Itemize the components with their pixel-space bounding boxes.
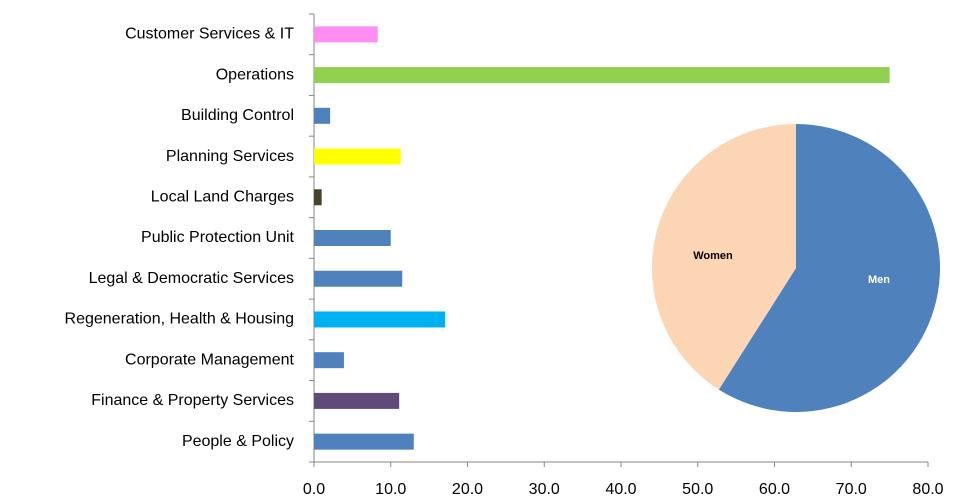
y-tick-label: Local Land Charges xyxy=(151,188,294,205)
bar xyxy=(314,148,401,165)
x-tick-label: 10.0 xyxy=(375,481,406,498)
y-tick-label: People & Policy xyxy=(182,433,294,450)
bar xyxy=(314,392,400,409)
y-tick-label: Corporate Management xyxy=(125,351,295,368)
bar xyxy=(314,26,378,43)
bar xyxy=(314,189,322,206)
x-tick-label: 30.0 xyxy=(529,481,560,498)
bar xyxy=(314,311,446,328)
bar xyxy=(314,433,414,450)
y-tick-label: Legal & Democratic Services xyxy=(89,270,294,287)
bar xyxy=(314,352,344,369)
x-tick-label: 20.0 xyxy=(452,481,483,498)
bar xyxy=(314,107,331,124)
y-tick-label: Regeneration, Health & Housing xyxy=(65,311,294,328)
pie-slice xyxy=(651,124,796,390)
bar xyxy=(314,270,403,287)
y-tick-label: Operations xyxy=(216,66,294,83)
pie-label: Men xyxy=(868,274,890,286)
x-tick-label: 60.0 xyxy=(759,481,790,498)
x-tick-label: 0.0 xyxy=(303,481,325,498)
y-tick-label: Public Protection Unit xyxy=(141,229,295,246)
pie-slice xyxy=(718,124,940,412)
x-tick-label: 40.0 xyxy=(605,481,636,498)
bar xyxy=(314,230,391,246)
y-tick-label: Finance & Property Services xyxy=(91,392,294,409)
y-tick-label: Customer Services & IT xyxy=(125,26,294,43)
x-tick-label: 80.0 xyxy=(912,481,943,498)
x-tick-label: 70.0 xyxy=(836,481,867,498)
x-tick-label: 50.0 xyxy=(682,481,713,498)
bar xyxy=(314,67,890,84)
pie-label: Women xyxy=(693,250,733,262)
y-tick-label: Planning Services xyxy=(166,148,294,165)
y-tick-label: Building Control xyxy=(181,107,294,124)
